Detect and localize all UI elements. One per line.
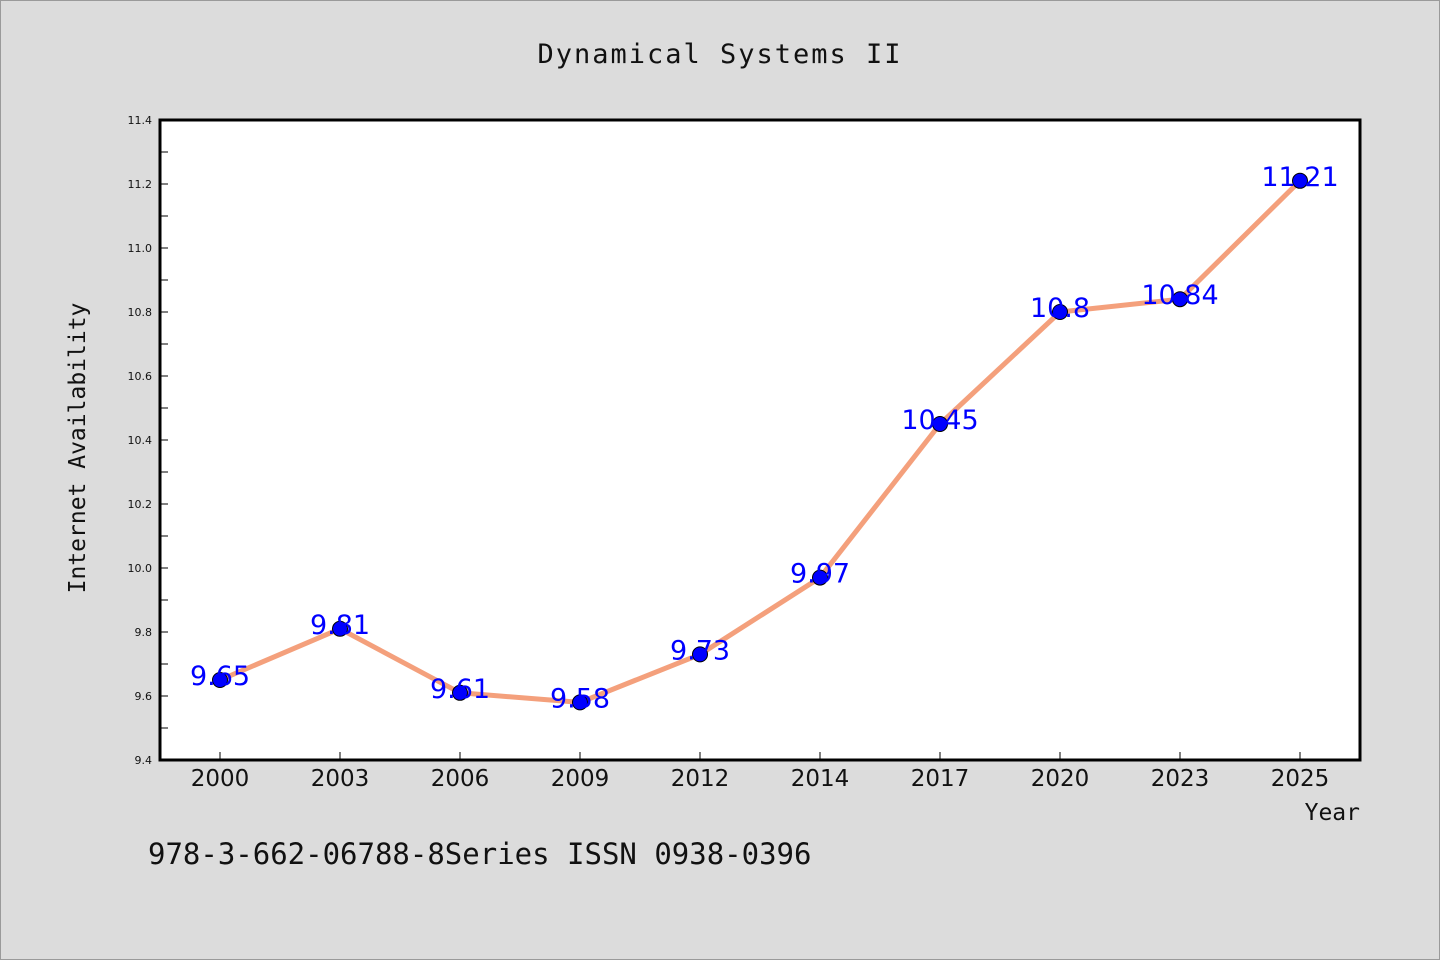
data-point — [932, 416, 948, 432]
data-labels: 9.65 9.81 9.61 9.58 9.73 9.97 10.45 10.8 10.84 11… — [190, 162, 1339, 715]
x-axis: 2000 2003 2006 2009 2012 2014 2017 2020 2023 2025 — [191, 752, 1330, 792]
data-label: 9.81 — [310, 610, 370, 641]
x-tick-label: 2017 — [911, 766, 970, 792]
y-axis: 9.4 9.6 9.8 10.0 10.2 10.4 10.6 10.8 11.0 11.2 11.… — [128, 114, 168, 767]
x-tick-label: 2014 — [791, 766, 850, 792]
y-tick-label: 10.0 — [128, 562, 153, 575]
y-tick-label: 9.6 — [135, 690, 153, 703]
y-tick-label: 10.4 — [128, 434, 153, 447]
data-label: 11.21 — [1261, 162, 1338, 193]
x-tick-label: 2012 — [671, 766, 730, 792]
data-label: 9.58 — [550, 683, 610, 714]
series-line — [217, 178, 1303, 705]
data-label: 10.45 — [901, 405, 978, 436]
data-label: 9.97 — [790, 559, 850, 590]
data-point — [812, 569, 828, 586]
x-tick-label: 2020 — [1031, 766, 1090, 792]
y-tick-label: 10.8 — [128, 306, 153, 319]
data-label: 9.65 — [190, 661, 250, 692]
x-tick-label: 2000 — [191, 766, 250, 792]
y-axis-label: Internet Availability — [65, 303, 91, 594]
footer-text: 978-3-662-06788-8Series ISSN 0938-0396 — [148, 837, 811, 871]
data-point — [1172, 291, 1188, 308]
y-tick-label: 10.6 — [128, 370, 153, 383]
data-label: 9.61 — [430, 674, 490, 705]
x-axis-label: Year — [1305, 800, 1360, 826]
x-tick-label: 2006 — [431, 766, 490, 792]
plot-area — [158, 118, 1362, 762]
data-label: 9.73 — [670, 635, 730, 666]
data-point — [572, 694, 588, 711]
data-point — [692, 646, 708, 663]
data-point — [212, 672, 228, 688]
data-label: 10.84 — [1141, 280, 1218, 311]
data-point — [1052, 304, 1068, 320]
data-label: 10.8 — [1030, 293, 1090, 324]
data-markers — [212, 172, 1308, 711]
y-tick-label: 9.4 — [135, 754, 153, 767]
y-tick-label: 11.2 — [128, 178, 153, 191]
data-point — [1292, 172, 1308, 189]
x-tick-label: 2023 — [1151, 766, 1210, 792]
data-point — [332, 620, 348, 637]
chart-title: Dynamical Systems II — [537, 39, 902, 70]
data-point — [452, 684, 468, 701]
y-tick-label: 11.0 — [128, 242, 153, 255]
x-tick-label: 2025 — [1271, 766, 1330, 792]
x-tick-label: 2009 — [551, 766, 610, 792]
y-tick-label: 11.4 — [128, 114, 153, 127]
y-tick-label: 10.2 — [128, 498, 153, 511]
y-tick-label: 9.8 — [135, 626, 153, 639]
x-tick-label: 2003 — [311, 766, 370, 792]
